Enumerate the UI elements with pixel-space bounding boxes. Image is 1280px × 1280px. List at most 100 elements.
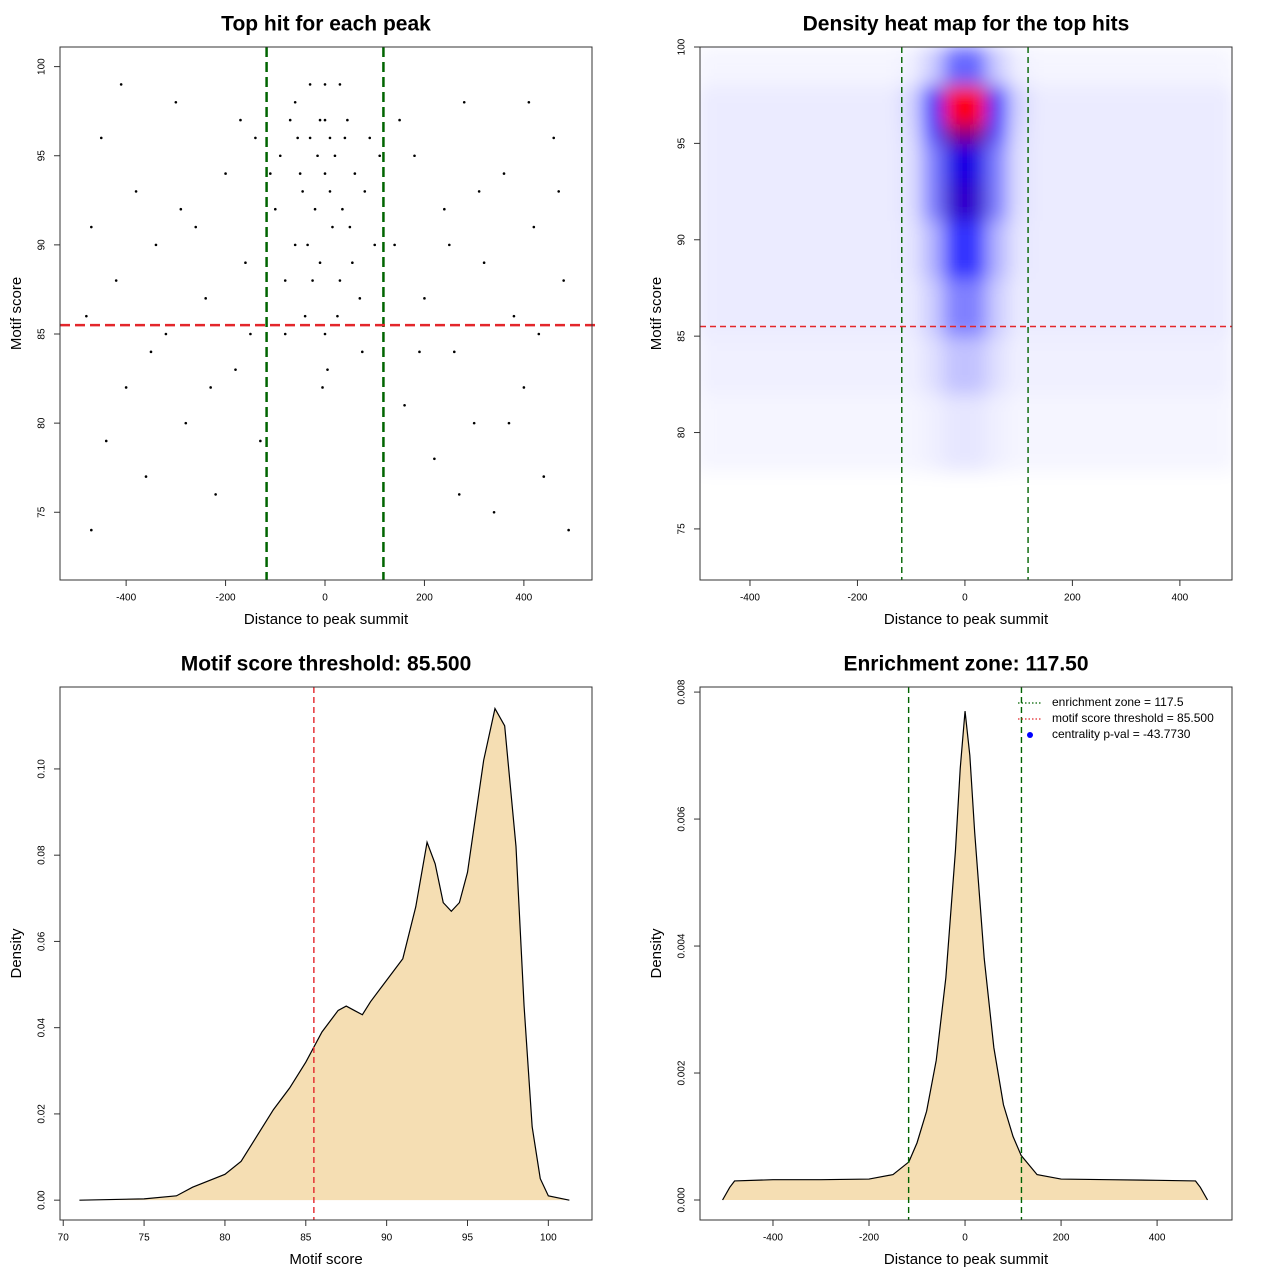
point xyxy=(343,136,347,140)
density-area xyxy=(79,706,570,1201)
point xyxy=(477,190,481,193)
point xyxy=(85,314,88,318)
point xyxy=(358,297,362,300)
legend-label: enrichment zone = 117.5 xyxy=(1052,695,1184,709)
point xyxy=(318,118,322,122)
y-tick-label: 90 xyxy=(37,239,48,251)
heat-cell xyxy=(1029,181,1232,221)
point xyxy=(283,332,287,336)
point xyxy=(542,475,546,478)
point xyxy=(90,225,93,229)
heat-cell xyxy=(943,143,966,183)
y-tick-label: 90 xyxy=(677,234,688,246)
point xyxy=(99,136,103,140)
point xyxy=(293,243,297,247)
heat-cell xyxy=(1029,471,1232,580)
heat-cell xyxy=(986,336,1009,395)
heat-cell xyxy=(943,278,966,337)
heat-cell xyxy=(964,85,987,125)
point xyxy=(512,314,516,318)
point xyxy=(149,350,153,354)
legend-label: motif score threshold = 85.500 xyxy=(1052,711,1214,725)
density-area xyxy=(722,711,1209,1201)
point xyxy=(331,225,334,229)
x-axis-label: Distance to peak summit xyxy=(884,1251,1049,1268)
point xyxy=(443,207,446,211)
point xyxy=(204,297,207,300)
point xyxy=(363,190,367,193)
point xyxy=(418,350,421,354)
y-tick-label: 80 xyxy=(37,417,48,429)
point xyxy=(378,154,381,158)
heat-cell xyxy=(1007,143,1030,183)
point xyxy=(184,421,188,425)
point xyxy=(144,475,148,478)
point xyxy=(209,386,212,389)
y-tick-label: 0.04 xyxy=(37,1018,48,1038)
heat-cell xyxy=(1007,124,1030,144)
point xyxy=(164,332,168,336)
y-axis-label: Motif score xyxy=(648,277,665,350)
y-tick-label: 0.002 xyxy=(677,1060,688,1085)
point xyxy=(323,118,327,122)
plot-frame xyxy=(699,686,1233,1221)
x-tick-label: -200 xyxy=(847,593,867,604)
point xyxy=(338,83,342,86)
x-axis-label: Motif score xyxy=(289,1251,362,1268)
point xyxy=(234,368,237,371)
point xyxy=(472,421,476,425)
y-tick-label: 0.006 xyxy=(677,806,688,831)
plot-area xyxy=(85,47,570,580)
y-tick-label: 0.08 xyxy=(37,845,48,865)
heat-cell xyxy=(1007,181,1030,221)
heat-cell xyxy=(700,278,901,337)
x-tick-label: 85 xyxy=(300,1233,312,1244)
x-tick-label: 0 xyxy=(322,593,328,604)
point xyxy=(288,118,292,122)
x-tick-label: -200 xyxy=(216,593,236,604)
y-tick-label: 100 xyxy=(37,58,48,75)
point xyxy=(346,118,349,122)
point xyxy=(134,190,138,193)
heat-cell xyxy=(1029,85,1232,125)
x-tick-label: -200 xyxy=(859,1233,879,1244)
point xyxy=(124,386,128,389)
x-tick-label: 0 xyxy=(962,593,968,604)
chart-title: Motif score threshold: 85.500 xyxy=(181,653,472,676)
y-axis-label: Density xyxy=(648,928,665,979)
plot-area xyxy=(700,47,1232,580)
point xyxy=(311,279,314,282)
point xyxy=(532,225,536,229)
point xyxy=(323,172,327,175)
point xyxy=(360,350,364,354)
y-tick-label: 95 xyxy=(37,150,48,162)
x-tick-label: -400 xyxy=(116,593,136,604)
point xyxy=(194,225,198,229)
chart-title: Enrichment zone: 117.50 xyxy=(843,653,1088,676)
heat-cell xyxy=(900,278,923,337)
point xyxy=(373,243,377,247)
point xyxy=(452,350,456,354)
x-tick-label: 0 xyxy=(962,1233,968,1244)
x-tick-label: 95 xyxy=(462,1233,474,1244)
heat-cell xyxy=(986,393,1009,472)
heat-cell xyxy=(921,181,944,221)
point xyxy=(298,172,302,175)
point xyxy=(457,493,461,496)
point xyxy=(507,421,511,425)
heat-cell xyxy=(943,85,966,125)
plot-frame xyxy=(59,686,593,1221)
heat-cell xyxy=(986,278,1009,337)
heat-cell xyxy=(1007,220,1030,279)
point xyxy=(259,439,262,443)
heat-cell xyxy=(921,471,944,580)
x-tick-label: 90 xyxy=(381,1233,393,1244)
heat-cell xyxy=(1007,471,1030,580)
x-tick-label: 400 xyxy=(1149,1233,1166,1244)
heat-cell xyxy=(900,181,923,221)
x-tick-label: 200 xyxy=(1064,593,1081,604)
y-tick-label: 0.000 xyxy=(677,1187,688,1212)
point xyxy=(114,279,118,282)
heat-cell xyxy=(921,85,944,125)
